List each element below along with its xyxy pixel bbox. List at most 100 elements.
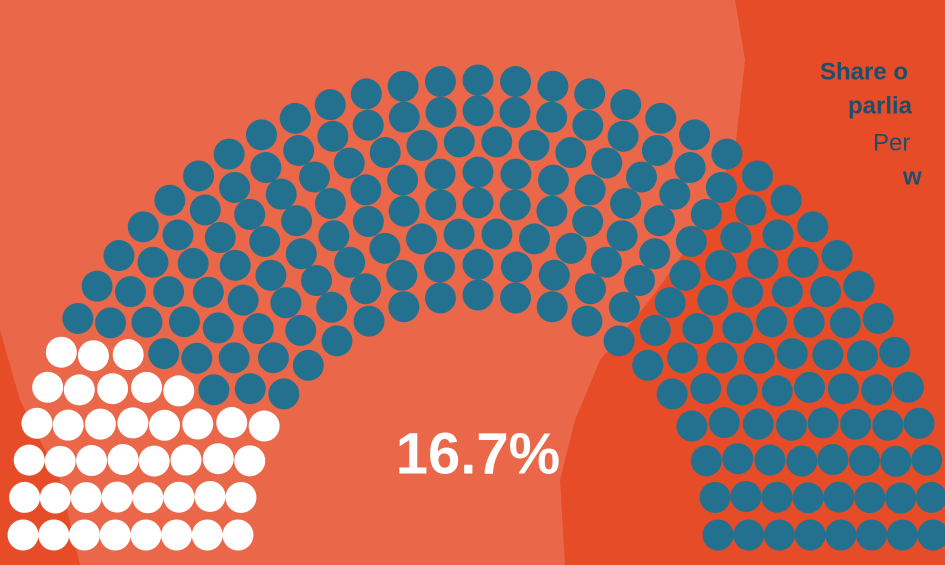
- seat: [606, 220, 638, 252]
- seat: [137, 246, 169, 278]
- seat: [679, 119, 711, 151]
- seat: [45, 336, 77, 368]
- seat: [369, 137, 401, 169]
- seat: [13, 444, 45, 476]
- seat: [854, 482, 886, 514]
- seat: [130, 519, 162, 551]
- seat: [153, 276, 185, 308]
- seat: [829, 307, 861, 339]
- seat: [84, 408, 116, 440]
- seat: [283, 134, 315, 166]
- title-line: Per: [873, 129, 910, 156]
- seat: [761, 375, 793, 407]
- seat: [481, 126, 513, 158]
- seat: [726, 374, 758, 406]
- seat: [443, 218, 475, 250]
- seat: [500, 282, 532, 314]
- seat: [690, 445, 722, 477]
- seat: [903, 407, 935, 439]
- seat: [812, 339, 844, 371]
- seat: [462, 95, 494, 127]
- seat: [639, 314, 671, 346]
- seat: [388, 101, 420, 133]
- seat: [242, 313, 274, 345]
- seat: [807, 407, 839, 439]
- seat: [840, 408, 872, 440]
- seat: [682, 313, 714, 345]
- seat: [500, 158, 532, 190]
- seat: [706, 342, 738, 374]
- seat: [245, 119, 277, 151]
- seat: [62, 302, 94, 334]
- seat: [847, 340, 879, 372]
- seat: [776, 338, 808, 370]
- seat: [641, 134, 673, 166]
- seat: [222, 519, 254, 551]
- seat: [762, 219, 794, 251]
- seat: [292, 349, 324, 381]
- seat: [699, 481, 731, 513]
- seat: [95, 307, 127, 339]
- seat: [388, 291, 420, 323]
- seat: [219, 249, 251, 281]
- seat: [387, 164, 419, 196]
- seat: [279, 102, 311, 134]
- seat: [590, 246, 622, 278]
- seat: [518, 129, 550, 161]
- seat: [265, 178, 297, 210]
- seat: [690, 373, 722, 405]
- seat: [675, 225, 707, 257]
- seat: [268, 378, 300, 410]
- seat: [733, 519, 765, 551]
- seat: [793, 371, 825, 403]
- seat: [537, 164, 569, 196]
- seat: [555, 232, 587, 264]
- seat: [38, 519, 70, 551]
- seat: [462, 156, 494, 188]
- seat: [182, 408, 214, 440]
- seat: [183, 160, 215, 192]
- seat: [825, 519, 857, 551]
- seat: [690, 198, 722, 230]
- seat: [225, 481, 257, 513]
- seat: [131, 371, 163, 403]
- seat: [63, 374, 95, 406]
- seat: [255, 259, 287, 291]
- seat: [555, 137, 587, 169]
- seat: [794, 519, 826, 551]
- seat: [481, 218, 513, 250]
- seat: [915, 481, 945, 513]
- seat: [70, 482, 102, 514]
- seat: [501, 251, 533, 283]
- seat: [705, 249, 737, 281]
- seat: [787, 246, 819, 278]
- seat: [645, 102, 677, 134]
- seat: [387, 70, 419, 102]
- seat: [821, 240, 853, 272]
- seat: [314, 89, 346, 121]
- seat: [861, 374, 893, 406]
- seat: [202, 443, 234, 475]
- seat: [97, 373, 129, 405]
- seat: [194, 480, 226, 512]
- seat: [705, 171, 737, 203]
- seat: [281, 205, 313, 237]
- seat: [754, 444, 786, 476]
- seat: [735, 194, 767, 226]
- seat: [770, 184, 802, 216]
- seat: [227, 284, 259, 316]
- seat: [654, 287, 686, 319]
- seat: [536, 195, 568, 227]
- seat: [771, 276, 803, 308]
- seat: [572, 109, 604, 141]
- seat: [659, 178, 691, 210]
- seat: [9, 481, 41, 513]
- seat: [350, 273, 382, 305]
- seat: [499, 189, 531, 221]
- seat: [406, 129, 438, 161]
- seat: [917, 519, 945, 551]
- seat: [786, 445, 818, 477]
- seat: [632, 349, 664, 381]
- seat: [234, 373, 266, 405]
